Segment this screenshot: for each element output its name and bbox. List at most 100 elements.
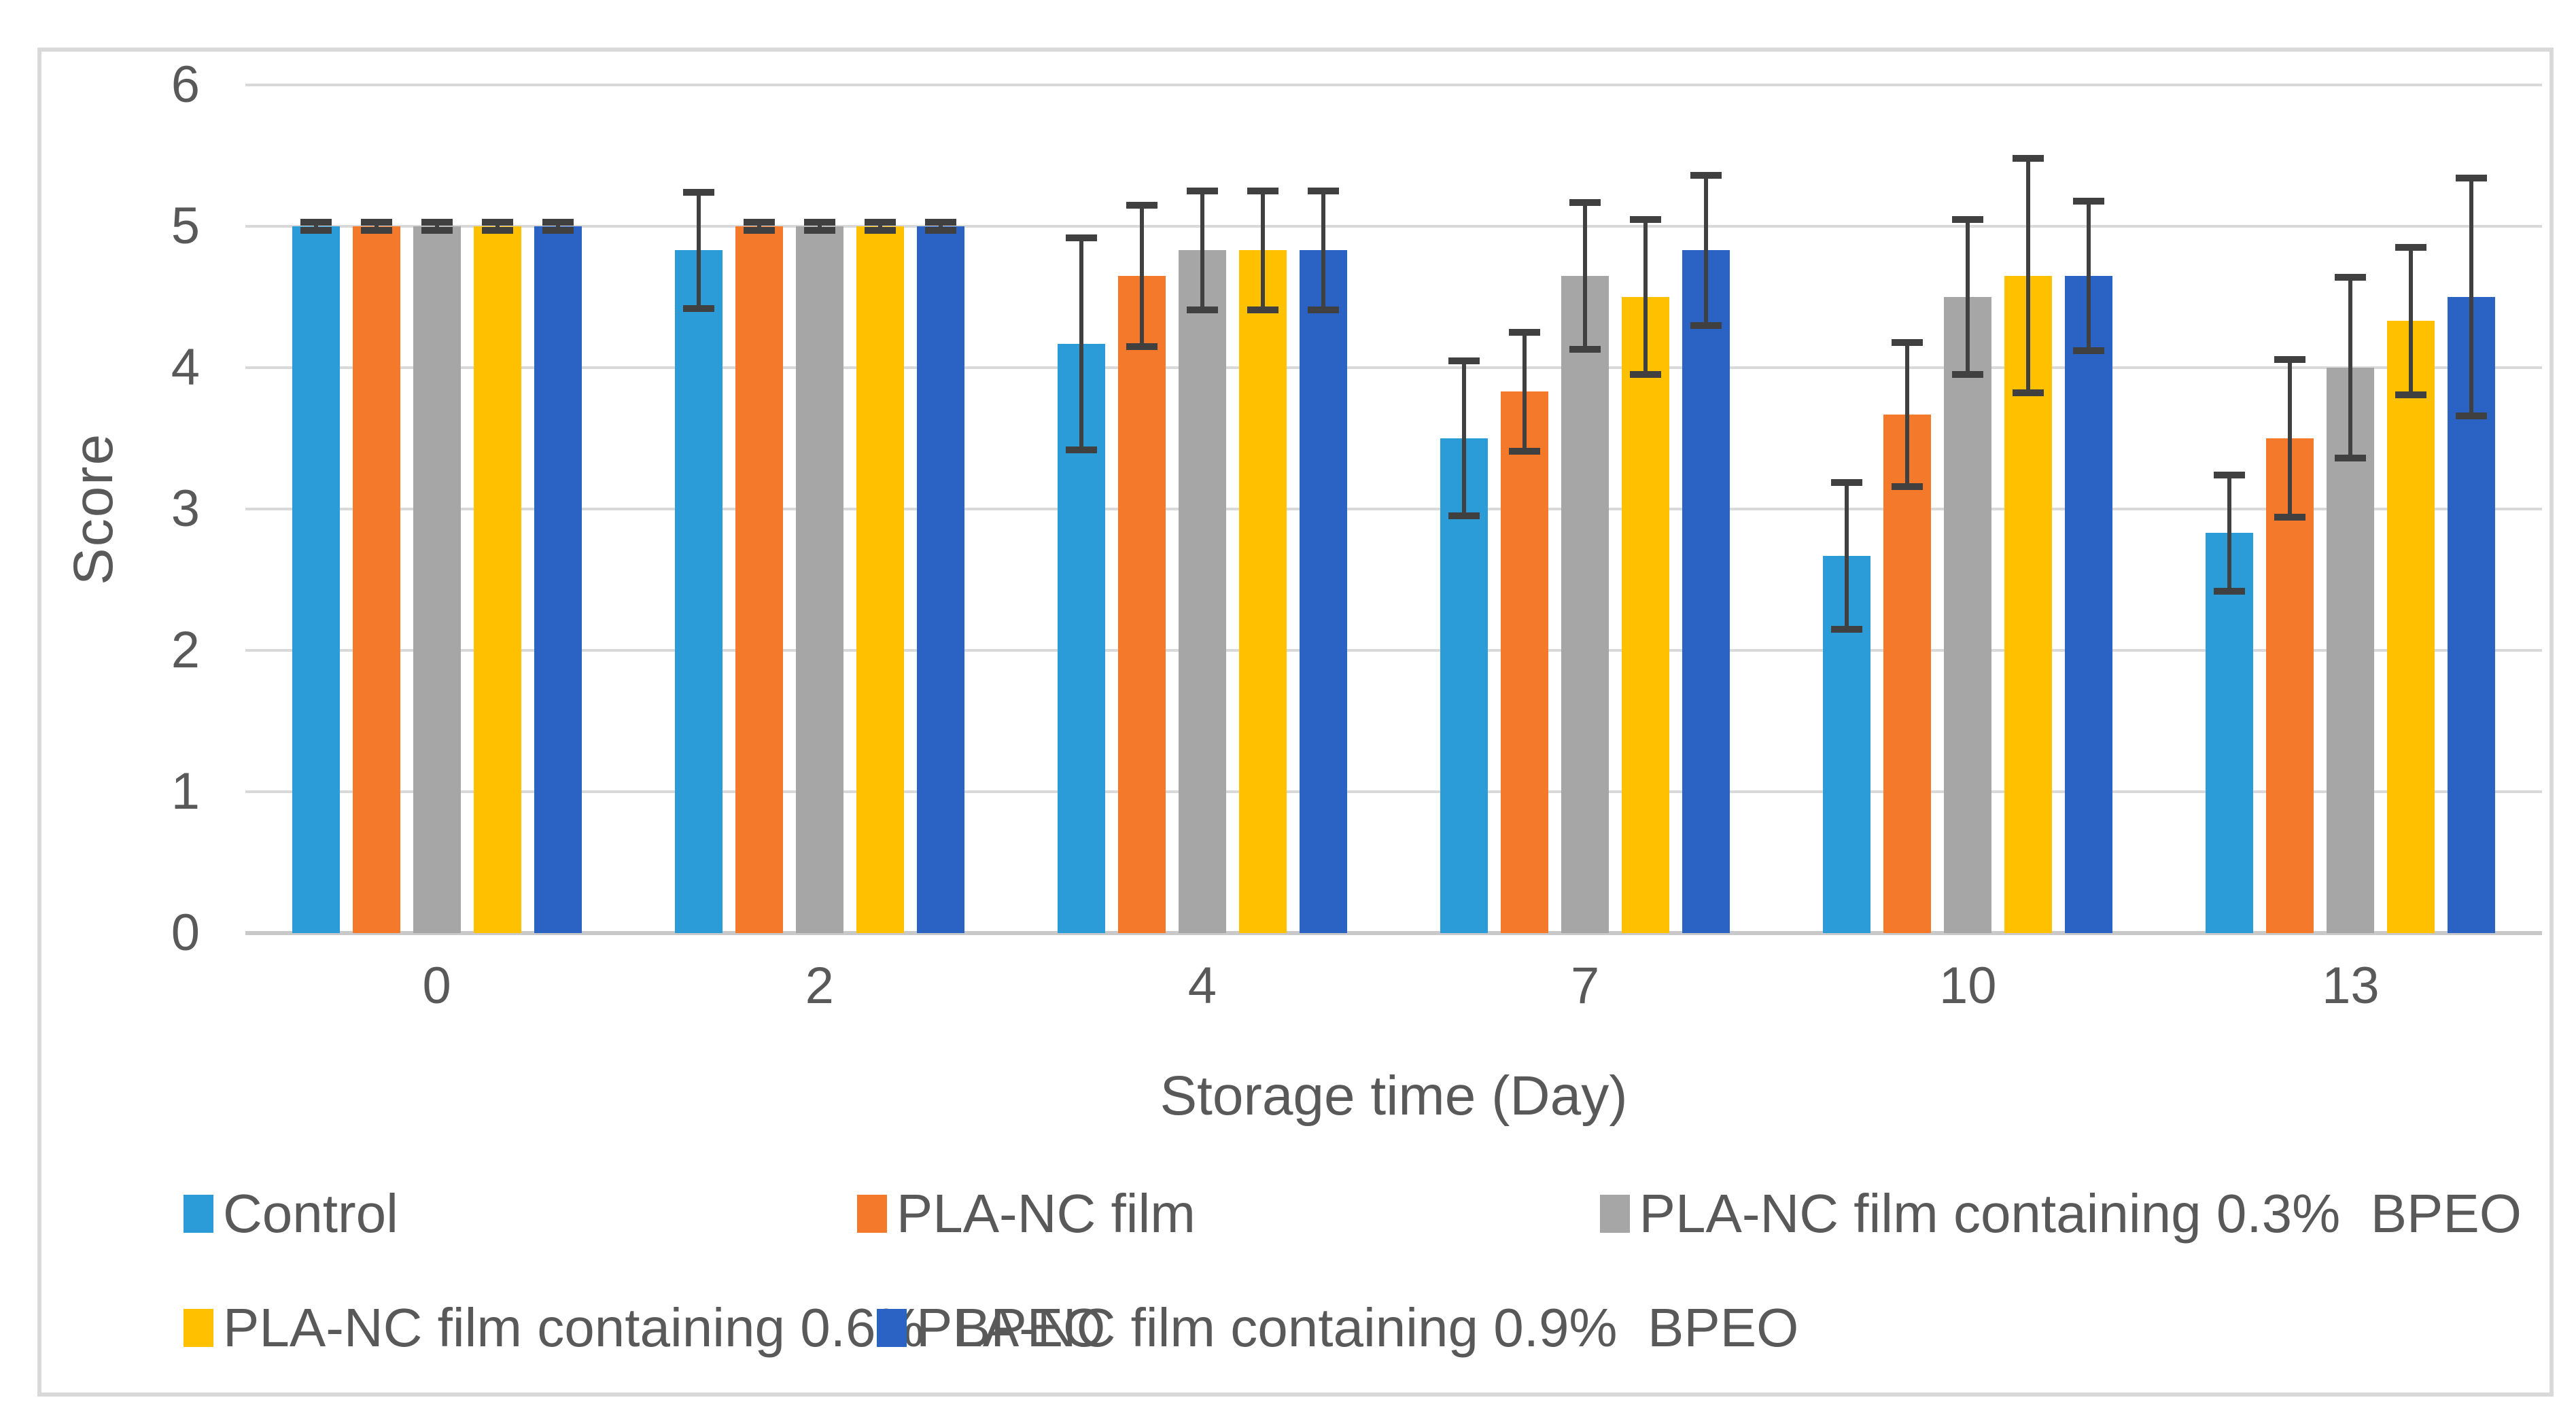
error-bar-cap-top <box>2013 155 2044 162</box>
error-bar-cap-bottom <box>2335 455 2367 462</box>
y-tick-label: 3 <box>171 480 200 538</box>
bar-slot <box>1238 85 1287 933</box>
error-bar-cap-bottom <box>1831 625 1863 633</box>
bar-group <box>245 85 628 933</box>
bar-slot <box>1944 85 1992 933</box>
bar-group <box>1011 85 1393 933</box>
error-bar-cap-bottom <box>1630 371 1662 379</box>
error-bar-line <box>938 222 943 231</box>
error-bar-cap-top <box>1448 357 1480 364</box>
error-bar <box>1186 188 1218 313</box>
bar-slot <box>1057 85 1105 933</box>
y-tick-label: 5 <box>171 197 200 255</box>
error-bar-cap-bottom <box>1307 306 1339 313</box>
bar <box>352 226 400 933</box>
gridlines <box>245 84 2542 935</box>
error-bar <box>2214 472 2246 595</box>
error-bar-cap-bottom <box>1690 321 1722 329</box>
error-bar-line <box>1905 342 1910 487</box>
error-bar <box>1831 478 1863 633</box>
error-bar-cap-bottom <box>542 227 574 234</box>
bar <box>1682 250 1730 933</box>
bar <box>1501 391 1549 933</box>
error-bar-cap-top <box>1952 215 1984 223</box>
bar-slot <box>735 85 783 933</box>
error-bar <box>1630 215 1662 379</box>
error-bar-cap-top <box>2073 197 2105 205</box>
error-bar <box>2274 355 2306 521</box>
bar <box>1299 250 1347 933</box>
error-bar-line <box>817 222 822 231</box>
error-bar <box>2456 175 2488 419</box>
error-bar-cap-top <box>2214 472 2246 479</box>
error-bar-cap-top <box>1126 201 1158 209</box>
error-bar <box>481 218 513 234</box>
bar-slot <box>2065 85 2113 933</box>
error-bar-cap-bottom <box>803 227 835 234</box>
bar-slot <box>2387 85 2435 933</box>
error-bar-cap-bottom <box>1448 512 1480 520</box>
legend-label: PLA-NC film <box>896 1183 1196 1244</box>
error-bar-cap-top <box>1509 329 1541 336</box>
error-bar-cap-top <box>421 218 453 226</box>
bar <box>1622 297 1670 933</box>
error-bar-line <box>1583 202 1588 349</box>
bar <box>1117 275 1166 933</box>
bar <box>2327 368 2375 933</box>
bar <box>1178 250 1226 933</box>
error-bar <box>1448 357 1480 520</box>
error-bar-cap-top <box>924 218 956 226</box>
error-bar <box>1126 201 1158 350</box>
x-axis-title: Storage time (Day) <box>1160 1065 1628 1127</box>
error-bar-line <box>1260 191 1265 310</box>
bar <box>735 226 783 933</box>
error-bar-cap-bottom <box>1509 447 1541 455</box>
x-tick-label: 7 <box>1570 957 1600 1015</box>
bar-slot <box>534 85 582 933</box>
legend-swatch <box>184 1309 213 1347</box>
error-bar <box>1509 329 1541 455</box>
bar <box>2387 321 2435 933</box>
error-bar <box>924 218 956 234</box>
error-bar-line <box>434 222 439 231</box>
error-bar-line <box>2288 359 2293 518</box>
error-bar-line <box>2087 200 2091 351</box>
error-bar-line <box>2409 247 2414 395</box>
error-bar <box>421 218 453 234</box>
error-bar-cap-top <box>1630 215 1662 223</box>
bar-slot <box>1823 85 1871 933</box>
error-bar-cap-bottom <box>2214 587 2246 595</box>
error-bar-cap-top <box>542 218 574 226</box>
bar <box>856 226 904 933</box>
error-bar-cap-bottom <box>1186 306 1218 313</box>
error-bar-cap-bottom <box>2395 391 2427 398</box>
error-bar-cap-top <box>743 218 775 226</box>
x-tick-label: 2 <box>805 957 834 1015</box>
error-bar-cap-top <box>1831 478 1863 486</box>
error-bar-cap-top <box>864 218 896 226</box>
error-bar-cap-top <box>481 218 513 226</box>
error-bar-line <box>1139 205 1144 347</box>
error-bar-cap-bottom <box>2073 347 2105 355</box>
bar-slot <box>795 85 843 933</box>
gridline <box>245 84 2542 86</box>
bar-slot <box>2448 85 2496 933</box>
error-bar-cap-bottom <box>2274 514 2306 521</box>
y-tick-label: 2 <box>171 621 200 679</box>
error-bar-cap-top <box>1065 234 1097 241</box>
bar <box>1440 438 1489 933</box>
error-bar-cap-bottom <box>864 227 896 234</box>
error-bar-cap-bottom <box>1952 371 1984 379</box>
error-bar-line <box>1200 191 1204 310</box>
bar-slot <box>1178 85 1226 933</box>
error-bar-line <box>1643 219 1648 375</box>
error-bar-cap-bottom <box>2456 412 2488 419</box>
plot-area <box>245 84 2542 935</box>
bar-slot <box>2206 85 2254 933</box>
gridline <box>245 649 2542 652</box>
error-bar-cap-bottom <box>421 227 453 234</box>
error-bar-line <box>2348 277 2353 459</box>
x-tick-label: 13 <box>2322 957 2380 1015</box>
